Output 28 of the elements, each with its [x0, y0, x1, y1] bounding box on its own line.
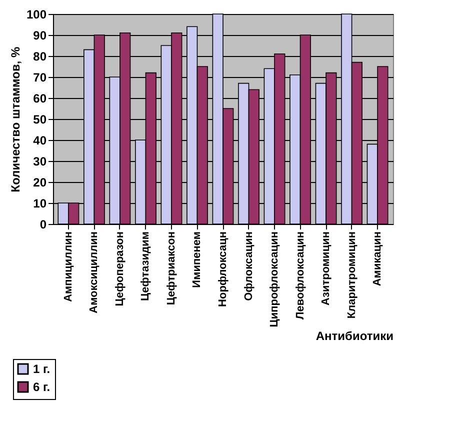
x-tick-label: Норфлоксацн [217, 232, 229, 307]
x-tick-label: Левофлоксацин [294, 232, 306, 320]
x-tick-label: Амоксициллин [88, 232, 100, 314]
x-tick-label: Амикацин [372, 232, 384, 286]
y-tick-label: 100 [26, 8, 47, 22]
x-tick-label: Имипенем [191, 232, 204, 288]
x-tick-label: Ципрофлоксацин [268, 232, 281, 328]
y-tick-label: 20 [33, 176, 47, 190]
y-tick-label: 70 [33, 70, 47, 84]
y-tick-label: 30 [33, 154, 47, 168]
y-tick-label: 10 [33, 196, 47, 210]
x-tick-label: Цефтриаксон [165, 232, 178, 306]
y-tick-label: 60 [33, 92, 47, 106]
y-axis-title: Количество штаммов, % [8, 46, 22, 192]
x-tick-label: Офлоксацин [242, 232, 255, 301]
x-tick-label: Кларитромицин [346, 232, 358, 319]
x-tick-label: Ампициллин [62, 232, 74, 302]
y-tick-label: 90 [33, 28, 47, 42]
x-tick-label: Цефтазидим [140, 232, 152, 302]
y-tick-label: 40 [33, 134, 47, 148]
legend-label: 1 г. [33, 362, 50, 376]
y-tick-label: 80 [33, 50, 47, 64]
x-tick-label: Азитромицин [320, 232, 332, 306]
legend-label: 6 г. [33, 380, 50, 394]
x-tick-label: Цефоперазон [114, 232, 126, 306]
x-axis-title: Антибиотики [316, 329, 394, 344]
y-tick-label: 50 [33, 112, 47, 126]
y-tick-label: 0 [40, 218, 47, 232]
